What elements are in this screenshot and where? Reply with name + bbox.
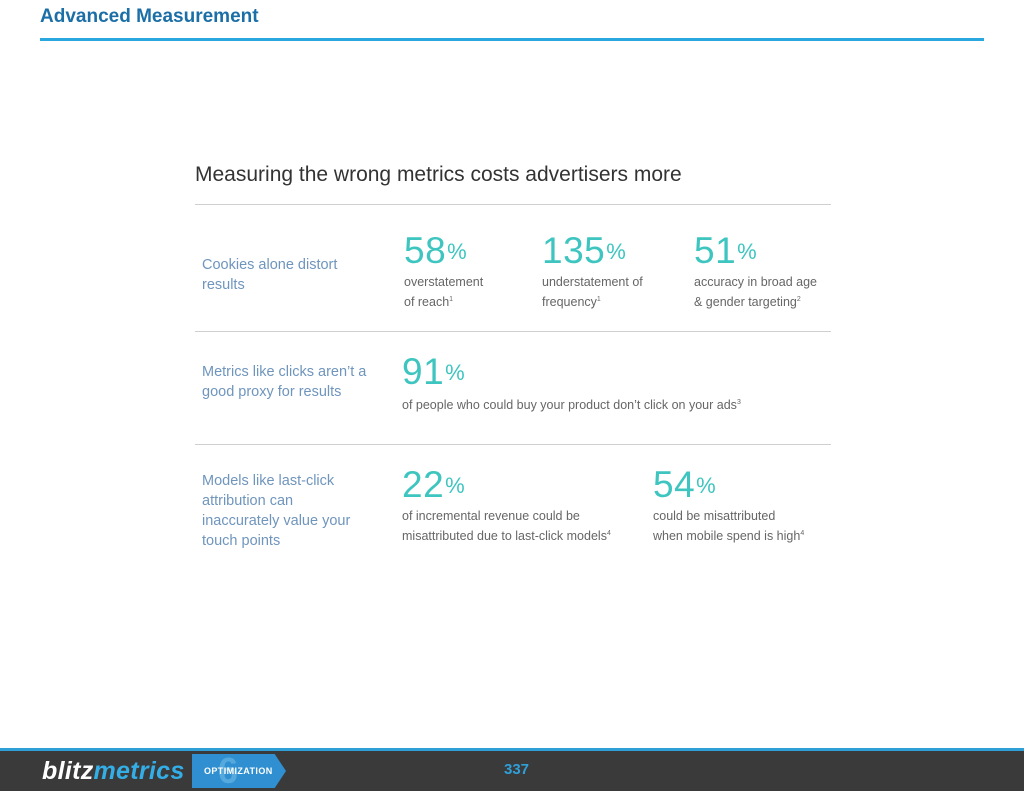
stat-description: of people who could buy your product don…: [402, 398, 741, 413]
stat-row-attribution: Models like last-click attribution can i…: [195, 445, 831, 585]
stat-description: accuracy in broad age & gender targeting2: [694, 275, 817, 310]
divider: [195, 331, 831, 332]
divider: [195, 204, 831, 205]
stat-description: of incremental revenue could be misattrib…: [402, 509, 611, 544]
row-label: Metrics like clicks aren’t a good proxy …: [202, 364, 367, 400]
page-number: 337: [504, 761, 530, 778]
stat-value: 54%: [653, 464, 717, 505]
footer-rule: [0, 748, 1024, 751]
stat-block: 91% of people who could buy your product…: [402, 352, 822, 414]
header-rule: [40, 38, 984, 41]
stat-value: 22%: [402, 464, 466, 505]
stat-block: 58% overstatement of reach1: [404, 231, 514, 311]
badge-number: 6: [218, 750, 239, 791]
badge-label: OPTIMIZATION: [204, 766, 273, 776]
section-badge: 6 OPTIMIZATION: [192, 754, 286, 788]
divider: [195, 444, 831, 445]
stat-description: understatement of frequency1: [542, 275, 643, 310]
stat-description: overstatement of reach1: [404, 275, 484, 310]
stat-value: 58%: [404, 230, 468, 271]
stat-value: 135%: [542, 230, 627, 271]
stat-block: 54% could be misattributed when mobile sp…: [653, 465, 828, 545]
stat-value: 91%: [402, 351, 466, 392]
blitzmetrics-logo: blitzmetrics: [42, 757, 185, 785]
stat-block: 135% understatement of frequency1: [542, 231, 672, 311]
page-title: Advanced Measurement: [40, 6, 259, 27]
section-heading: Measuring the wrong metrics costs advert…: [195, 163, 682, 186]
stat-description: could be misattributed when mobile spend …: [653, 509, 805, 544]
stat-row-cookies: Cookies alone distort results 58% overst…: [195, 205, 831, 331]
main-content: Measuring the wrong metrics costs advert…: [195, 160, 831, 585]
stat-block: 22% of incremental revenue could be misat…: [402, 465, 642, 545]
stat-value: 51%: [694, 230, 758, 271]
stat-row-clicks: Metrics like clicks aren’t a good proxy …: [195, 332, 831, 444]
row-label: Cookies alone distort results: [202, 257, 338, 293]
footer-bar: blitzmetrics 6 OPTIMIZATION 337: [0, 748, 1024, 791]
row-label: Models like last-click attribution can i…: [202, 473, 351, 549]
stat-block: 51% accuracy in broad age & gender target…: [694, 231, 829, 311]
